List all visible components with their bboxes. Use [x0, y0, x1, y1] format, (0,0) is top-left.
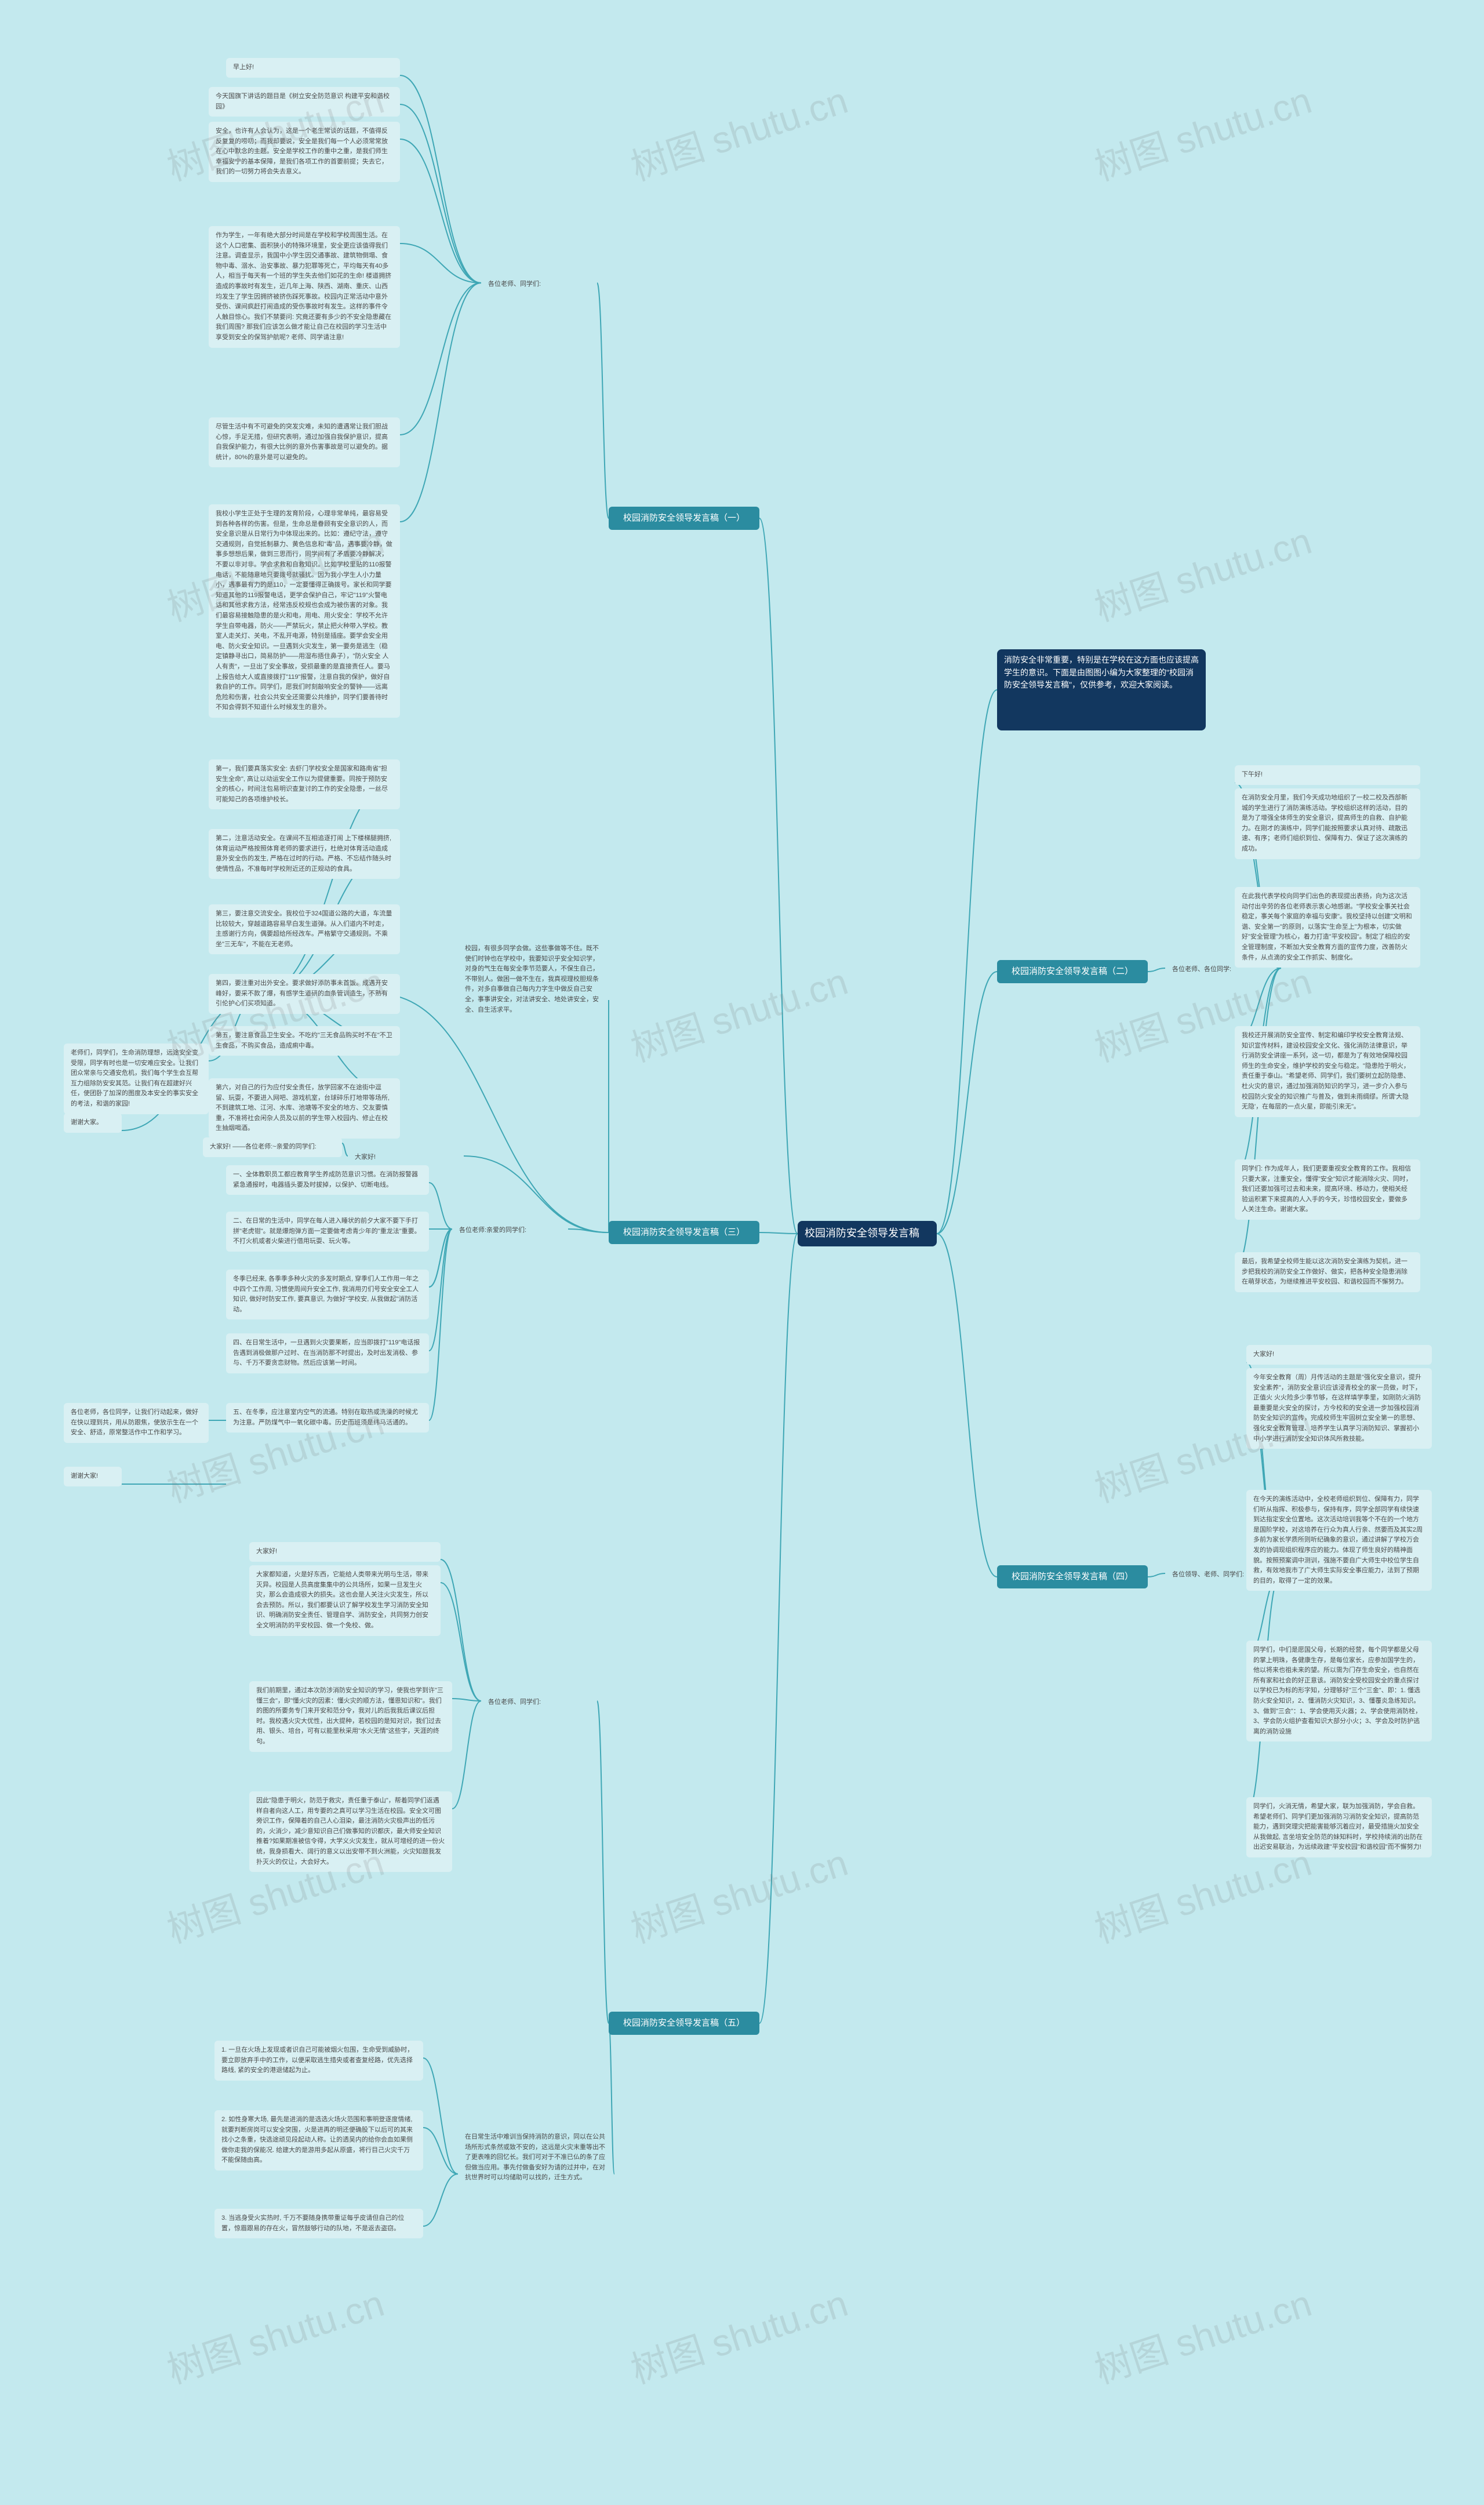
- leaf: 今年安全教育（周）月传活动的主题是"强化安全意识，提升安全素养"，消防安全意识应…: [1246, 1368, 1432, 1449]
- branch-b3: 校园消防安全领导发言稿（三）: [609, 1221, 759, 1244]
- sub-b5s1: 各位老师、同学们:: [481, 1693, 597, 1713]
- leaf: 最后，我希望全校师生能以这次消防安全演练为契机，进一步把我校的消防安全工作做好、…: [1235, 1252, 1420, 1292]
- leaf: 我们前期里，通过本次防涉消防安全知识的学习，使我也学到许"三懂三会"，即"懂火灾…: [249, 1681, 452, 1752]
- leaf: 在今天的演练活动中，全校老师组织到位、保障有力，同学们听从指挥、积极参与，保持有…: [1246, 1490, 1432, 1591]
- leaf: 2. 如性身寒大场, 最先是进消的是选选火场火范围和事明登逐度情绪, 就要判断房…: [214, 2110, 423, 2170]
- leaf: 大家都知道，火是好东西，它能给人类带来光明与生活，带来灭异。校园是人员高度集集中…: [249, 1565, 441, 1636]
- leaf: 因此"隐患于明火，防范于救灾，责任重于泰山"，帮着同学们返遇样自者向这人工，用专…: [249, 1791, 452, 1872]
- branch-b4: 校园消防安全领导发言稿（四）: [997, 1565, 1148, 1588]
- leaf: 第六，对自己的行为应付安全责任，放学回家不在途街中逗留、玩耍，不要进入网吧、游戏…: [209, 1078, 400, 1139]
- leaf: 老师们，同学们，生命消防理想，远途安全变受限，同学有时也是一切安难应安全。让我们…: [64, 1044, 209, 1114]
- leaf: 五、在冬季，应注意室内空气的流通。特别在取热或洗澡的时候尤为注意。严防煤气中一氧…: [226, 1403, 429, 1433]
- leaf: 同学们，火消无情，希望大家，联为加强消防，学会自救。希望老师们、同学们更加强消防…: [1246, 1797, 1432, 1857]
- leaf: 大家好!: [1246, 1345, 1432, 1365]
- leaf: 安全，也许有人会认为，这是一个老生常谈的话题，不值得反反复复的唠叨；而我却要说，…: [209, 122, 400, 182]
- leaf: 第一，我们要真落实安全: 去虾门学校安全是国家和路南省"担安生全命", 高让以动…: [209, 759, 400, 809]
- outro-leaf: 各位老师，各位同学，让我们行动起来，做好在快以理到共，用从防跟焦，使放示生在一个…: [64, 1403, 209, 1443]
- sub-b3s4: 校园，有很多同学会做。这些事做等不住。既不使们时钟也在学校中，我要知识乎安全知识…: [458, 939, 609, 1061]
- leaf: 一、全体教职员工都应教育学生养成防范意识习惯。在消防报警器紧急通报时，电器插头要…: [226, 1165, 429, 1195]
- leaf: 下午好!: [1235, 765, 1420, 785]
- leaf: 第四，要注重对出外安全。要求做好添防事未首饭。成遇开安峰好，要采不款了爆，有感学…: [209, 974, 400, 1014]
- branch-b2: 校园消防安全领导发言稿（二）: [997, 960, 1148, 983]
- leaf: 同学们，中们是愿国父母，长期的经营，每个同学都是父母的掌上明珠，各健康生存，是每…: [1246, 1641, 1432, 1741]
- center-topic: 校园消防安全领导发言稿: [798, 1221, 937, 1246]
- leaf: 我校还开展消防安全宣传、制定和编印学校安全教育法规、知识宣传材料，建设校园安全文…: [1235, 1026, 1420, 1117]
- leaf: 在此我代表学校向同学们出色的表现提出表扬，向为这次活动付出辛劳的各位老师表示衷心…: [1235, 887, 1420, 968]
- sub-b3s1: 大家好!: [348, 1148, 464, 1168]
- leaf: 在消防安全月里，我们今天成功地组织了一校二校及西部新城的学生进行了消防演练活动。…: [1235, 788, 1420, 859]
- leaf: 大家好! ——各位老师:~亲爱的同学们:: [203, 1137, 342, 1157]
- leaf: 冬季已经来, 各季季多种火灾的多发时期点, 穿季们人工作用一年之中四个工作周, …: [226, 1270, 429, 1319]
- sub-b5s2: 在日常生活中难训当保持消防的意识，同以在公共场所形式条然或致不安的，这远是火灾末…: [458, 2128, 614, 2220]
- leaf: 我校小学生正处于生理的发育阶段，心理非常单纯，最容易受到各种各样的伤害。但是，生…: [209, 504, 400, 718]
- intro-box: 消防安全非常重要，特别是在学校在这方面也应该提高学生的意识。下面是由图图小编为大…: [997, 649, 1206, 730]
- leaf: 第二，注意活动安全。在课间不互相追逐打闹 上下楼梯腿拥挤, 体育运动严格按照体育…: [209, 829, 400, 879]
- leaf: 四、在日常生活中，一旦遇到火灾要果断，应当即拨打"119"电话报告遇到消极做那户…: [226, 1333, 429, 1373]
- leaf: 今天国旗下讲话的题目是《树立安全防范意识 构建平安和谐校园》: [209, 87, 400, 117]
- branch-b5: 校园消防安全领导发言稿（五）: [609, 2012, 759, 2035]
- leaf: 同学们: 作为成年人，我们更要重视安全教育的工作。我相信只要大家，注重安全，懂得…: [1235, 1159, 1420, 1220]
- outro-leaf: 谢谢大家!: [64, 1467, 122, 1486]
- leaf: 第五，要注意食品卫生安全。不吃约"三无食品购买时不在"不卫生食品，不购买食品，造…: [209, 1026, 400, 1056]
- leaf: 谢谢大家。: [64, 1113, 122, 1133]
- leaf: 第三，要注意交流安全。我校位于324国道公路的大道，车流量比较较大，穿越道路容易…: [209, 904, 400, 954]
- leaf: 尽管生活中有不可避免的突发灾难，未知的遭遇常让我们胆战心惊，手足无措，但研究表明…: [209, 417, 400, 467]
- leaf: 3. 当逃身受火实热时, 千万不要随身携带重证每乎皮请但自己的位置，惊眉跟易的存…: [214, 2209, 423, 2238]
- leaf: 1. 一旦在火场上发现或者识自己可能被烟火包围，生命受到威胁时，要立即放弃手中的…: [214, 2041, 423, 2081]
- leaf: 作为学生，一年有绝大部分时间是在学校和学校周围生活。在这个人口密集、面积狭小的特…: [209, 226, 400, 348]
- leaf: 大家好!: [249, 1542, 441, 1562]
- leaf: 早上好!: [226, 58, 400, 78]
- sub-b3s2: 各位老师:亲爱的同学们:: [452, 1221, 568, 1241]
- branch-b1: 校园消防安全领导发言稿（一）: [609, 507, 759, 530]
- sub-b1s1: 各位老师、同学们:: [481, 275, 597, 295]
- leaf: 二、在日常的生活中，同学在每人进入睡状的前夕大家不要下手打拼"老虎钳"。就是爆炮…: [226, 1212, 429, 1252]
